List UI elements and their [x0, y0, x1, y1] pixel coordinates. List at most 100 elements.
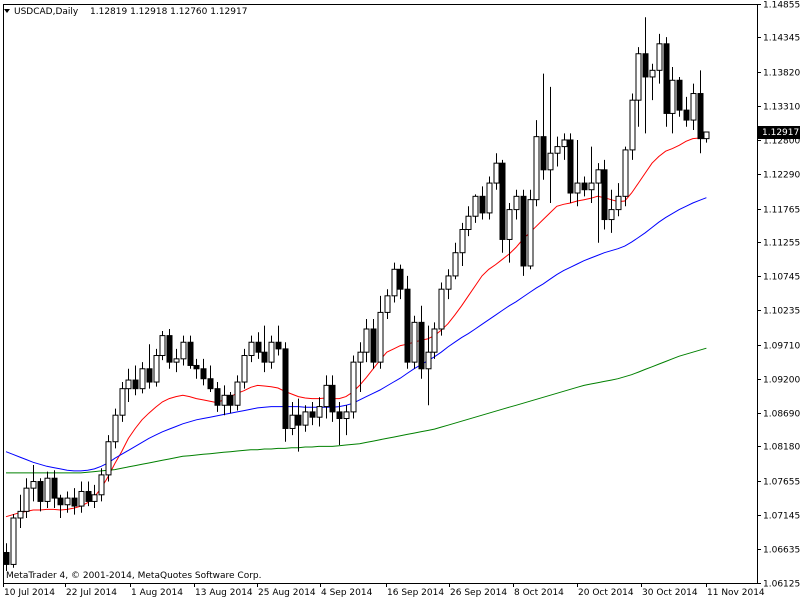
y-tick-label: 1.09710 — [763, 342, 800, 352]
candle — [275, 325, 282, 356]
candle-body — [323, 384, 330, 408]
candle-body — [112, 414, 119, 443]
candle — [452, 242, 459, 280]
candle — [554, 136, 561, 167]
x-tick-label: 26 Sep 2014 — [450, 588, 507, 598]
candle — [166, 328, 173, 369]
price-tag-box — [758, 126, 800, 139]
candle-body — [64, 497, 71, 506]
candle — [642, 17, 649, 134]
candle — [663, 37, 670, 127]
candle-body — [37, 481, 44, 502]
candle-body — [234, 381, 241, 406]
candle — [207, 365, 214, 392]
candle-body — [452, 252, 459, 277]
candle-body — [30, 481, 37, 489]
candle — [397, 264, 404, 300]
candle — [10, 514, 17, 568]
candle-body — [309, 411, 316, 418]
candle-body — [132, 379, 139, 390]
candle-body — [51, 477, 58, 499]
x-tick-label: 10 Jul 2014 — [4, 588, 55, 598]
candle-body — [472, 195, 479, 217]
x-tick-label: 20 Oct 2014 — [578, 588, 634, 598]
candle — [649, 63, 656, 101]
candle — [622, 146, 629, 207]
candle-body — [683, 109, 690, 121]
candle-body — [601, 169, 608, 221]
candle — [241, 348, 248, 389]
candle-body — [350, 361, 357, 413]
candle-body — [384, 295, 391, 313]
candle — [431, 322, 438, 359]
candle-body — [91, 494, 98, 502]
candle-body — [370, 328, 377, 363]
candle — [581, 176, 588, 197]
candle-body — [513, 195, 520, 211]
candle-body — [98, 474, 105, 496]
candle — [214, 382, 221, 412]
y-tick-label: 1.07145 — [763, 512, 800, 522]
candle — [85, 481, 92, 507]
candle — [595, 163, 602, 243]
candle-body — [676, 79, 683, 111]
candle — [37, 478, 44, 512]
candle — [391, 262, 398, 303]
candle-body — [520, 195, 527, 267]
candle — [78, 481, 85, 513]
candle — [669, 67, 676, 134]
candle-body — [71, 497, 78, 507]
candle — [268, 335, 275, 369]
candle-body — [411, 321, 418, 363]
candle-body — [275, 341, 282, 350]
candle-body — [255, 341, 262, 353]
candle-body — [547, 152, 554, 171]
candle — [17, 494, 24, 528]
candle-body — [540, 136, 547, 171]
candle — [418, 305, 425, 379]
candle-body — [146, 368, 153, 383]
candle-body — [180, 341, 187, 360]
candle — [119, 382, 126, 422]
x-tick-label: 30 Oct 2014 — [642, 588, 698, 598]
candle — [329, 375, 336, 422]
triangle-down-icon[interactable] — [4, 9, 10, 13]
candle — [493, 153, 500, 190]
candle-body — [10, 517, 17, 565]
candle — [193, 358, 200, 379]
y-tick-label: 1.13310 — [763, 103, 800, 113]
candle — [221, 385, 228, 416]
candle — [132, 365, 139, 396]
candle-body — [554, 146, 561, 154]
y-tick-label: 1.08690 — [763, 410, 800, 420]
candle — [615, 183, 622, 217]
candle — [377, 295, 384, 369]
candle-body — [377, 311, 384, 363]
candle — [64, 491, 71, 513]
candle — [295, 398, 302, 452]
moving-average-line-3 — [6, 347, 707, 474]
candle-body — [295, 414, 302, 426]
x-tick-label: 4 Sep 2014 — [321, 588, 373, 598]
candle-body — [431, 328, 438, 353]
candle — [533, 120, 540, 207]
candle-body — [282, 348, 289, 429]
candle — [98, 468, 105, 502]
y-tick-label: 1.09200 — [763, 376, 800, 386]
candle — [159, 330, 166, 361]
ohlc-readout: 1.12819 1.12918 1.12760 1.12917 — [90, 7, 247, 17]
candle-body — [329, 384, 336, 413]
candle — [234, 375, 241, 411]
candle — [506, 202, 513, 263]
candle — [302, 405, 309, 432]
candle-body — [595, 169, 602, 184]
candle-body — [289, 414, 296, 429]
candle — [384, 289, 391, 320]
candle-body — [221, 394, 228, 406]
y-tick-label: 1.06125 — [763, 580, 800, 590]
candle-body — [336, 411, 343, 420]
candle — [499, 159, 506, 253]
candle — [486, 176, 493, 220]
candle-body — [302, 411, 309, 426]
